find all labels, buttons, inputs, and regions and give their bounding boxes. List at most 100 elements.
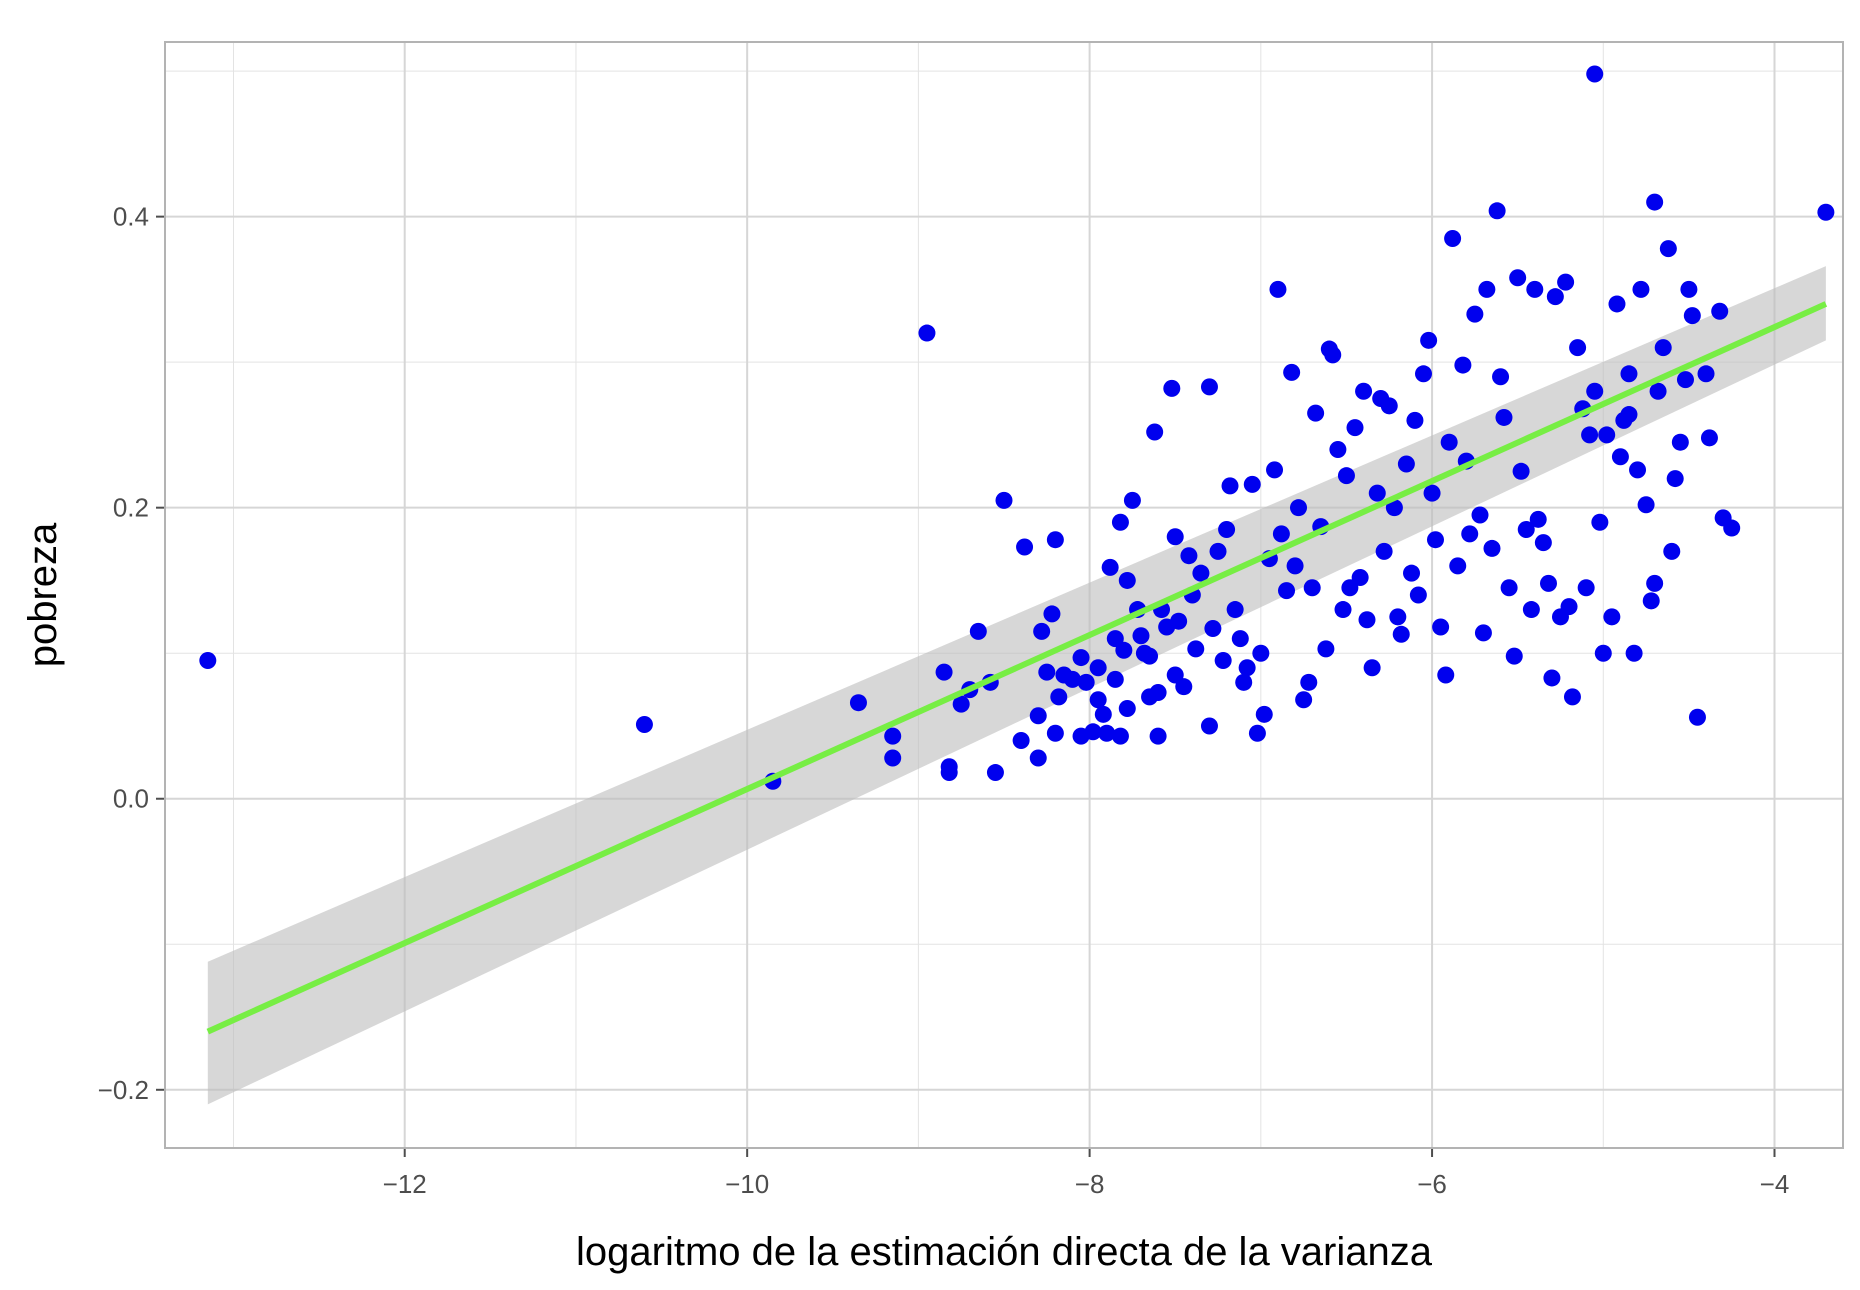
data-point [1466, 305, 1484, 323]
data-point [1175, 678, 1193, 696]
data-point [1534, 534, 1552, 552]
x-tick-label: −6 [1417, 1169, 1447, 1199]
data-point [1389, 608, 1407, 626]
y-tick-label: 0.4 [113, 202, 149, 232]
x-tick-label: −4 [1760, 1169, 1790, 1199]
data-point [1676, 371, 1694, 389]
data-point [1591, 513, 1609, 531]
data-point [1426, 531, 1444, 549]
y-tick-label: 0.0 [113, 784, 149, 814]
data-point [1492, 368, 1510, 386]
data-point [1449, 557, 1467, 575]
data-point [1671, 433, 1689, 451]
data-point [1329, 440, 1347, 458]
data-point [935, 663, 953, 681]
data-point [1118, 700, 1136, 718]
data-point [1646, 574, 1664, 592]
x-axis-ticks: −12 −10 −8 −6 −4 [383, 1148, 1790, 1199]
data-point [1283, 363, 1301, 381]
data-point [1483, 539, 1501, 557]
data-point [1046, 531, 1064, 549]
data-point [1351, 569, 1369, 587]
data-point [1255, 705, 1273, 723]
data-point [940, 764, 958, 782]
data-point [1334, 601, 1352, 619]
data-point [995, 491, 1013, 509]
data-point [1016, 538, 1034, 556]
data-point [1300, 673, 1318, 691]
data-point [1355, 382, 1373, 400]
data-point [1072, 649, 1090, 667]
data-point [1440, 433, 1458, 451]
data-point [884, 749, 902, 767]
data-point [1478, 280, 1496, 298]
data-point [1512, 462, 1530, 480]
data-point [1029, 749, 1047, 767]
data-point [1625, 644, 1643, 662]
data-point [1488, 202, 1506, 220]
data-point [1226, 601, 1244, 619]
data-point [1392, 625, 1410, 643]
data-point [1581, 426, 1599, 444]
data-point [1663, 542, 1681, 560]
data-point [1050, 688, 1068, 706]
data-point [1252, 644, 1270, 662]
data-point [1033, 622, 1051, 640]
y-tick-label: −0.2 [98, 1075, 149, 1105]
data-point [1529, 510, 1547, 528]
data-point [1723, 519, 1741, 537]
data-point [1646, 193, 1664, 211]
data-point [1106, 670, 1124, 688]
data-point [1046, 724, 1064, 742]
panel-border [164, 41, 1844, 1149]
data-point [1594, 644, 1612, 662]
y-tick-label: 0.2 [113, 493, 149, 523]
data-point [1166, 666, 1184, 684]
data-point [1214, 651, 1232, 669]
data-point [1471, 506, 1489, 524]
data-point [1711, 302, 1729, 320]
data-point [969, 622, 987, 640]
data-point [1324, 346, 1342, 364]
x-axis-title: logaritmo de la estimación directa de la… [576, 1230, 1433, 1274]
data-point [1569, 339, 1587, 357]
data-point [1629, 461, 1647, 479]
data-point [1637, 496, 1655, 514]
data-points [199, 65, 1835, 790]
data-point [635, 716, 653, 734]
data-point [1043, 605, 1061, 623]
data-point [1598, 426, 1616, 444]
data-point [1688, 708, 1706, 726]
data-point [1200, 717, 1218, 735]
data-point [1586, 382, 1604, 400]
data-point [1106, 630, 1124, 648]
data-point [1187, 640, 1205, 658]
confidence-band [207, 266, 1826, 1105]
data-point [1317, 640, 1335, 658]
data-point [1077, 673, 1095, 691]
data-point [1286, 557, 1304, 575]
data-point [1029, 707, 1047, 725]
data-point [1141, 647, 1159, 665]
data-point [1358, 611, 1376, 629]
data-point [1683, 307, 1701, 325]
data-point [1149, 684, 1167, 702]
data-point [1115, 641, 1133, 659]
data-point [1697, 365, 1715, 383]
data-point [1290, 499, 1308, 517]
data-point [1089, 659, 1107, 677]
data-point [1098, 724, 1116, 742]
data-point [1166, 528, 1184, 546]
data-point [1149, 727, 1167, 745]
data-point [1295, 691, 1313, 709]
data-point [1218, 521, 1236, 539]
data-point [1307, 404, 1325, 422]
data-point [1243, 475, 1261, 493]
data-point [1368, 484, 1386, 502]
data-point [1397, 455, 1415, 473]
data-point [1406, 411, 1424, 429]
data-point [952, 695, 970, 713]
data-point [849, 694, 867, 712]
data-point [1522, 601, 1540, 619]
